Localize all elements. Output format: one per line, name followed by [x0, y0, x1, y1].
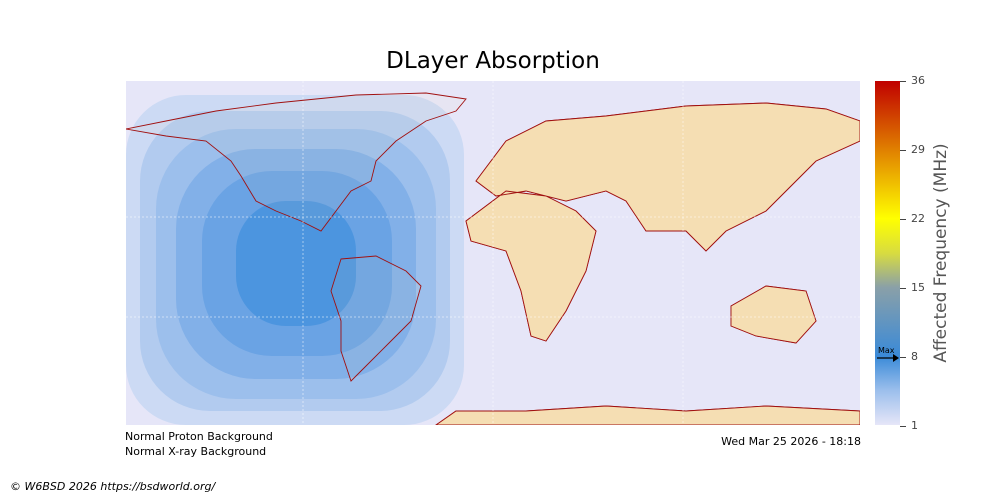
land-fill — [435, 102, 860, 425]
colorbar-tick: 36 — [900, 74, 925, 87]
chart-title: DLayer Absorption — [386, 48, 600, 74]
colorbar-tick: 15 — [900, 281, 925, 294]
colorbar-label: Affected Frequency (MHz) — [931, 143, 951, 363]
north-america — [126, 92, 467, 232]
max-arrow-icon — [877, 354, 899, 362]
contour-level-6 — [236, 201, 356, 326]
gridlines — [126, 81, 860, 425]
south-america — [330, 255, 422, 382]
colorbar-tick: 29 — [900, 143, 925, 156]
absorption-contours — [126, 95, 464, 425]
xray-status: Normal X-ray Background — [125, 445, 267, 458]
colorbar-tick: 22 — [900, 212, 925, 225]
colorbar-tick: 8 — [900, 350, 918, 363]
max-marker-label: Max — [878, 346, 895, 355]
credit: © W6BSD 2026 https://bsdworld.org/ — [10, 480, 216, 493]
colorbar — [875, 81, 900, 425]
proton-status: Normal Proton Background — [125, 430, 273, 443]
colorbar-tick: 1 — [900, 419, 918, 432]
timestamp: Wed Mar 25 2026 - 18:18 — [721, 435, 861, 448]
absorption-map — [126, 81, 860, 425]
